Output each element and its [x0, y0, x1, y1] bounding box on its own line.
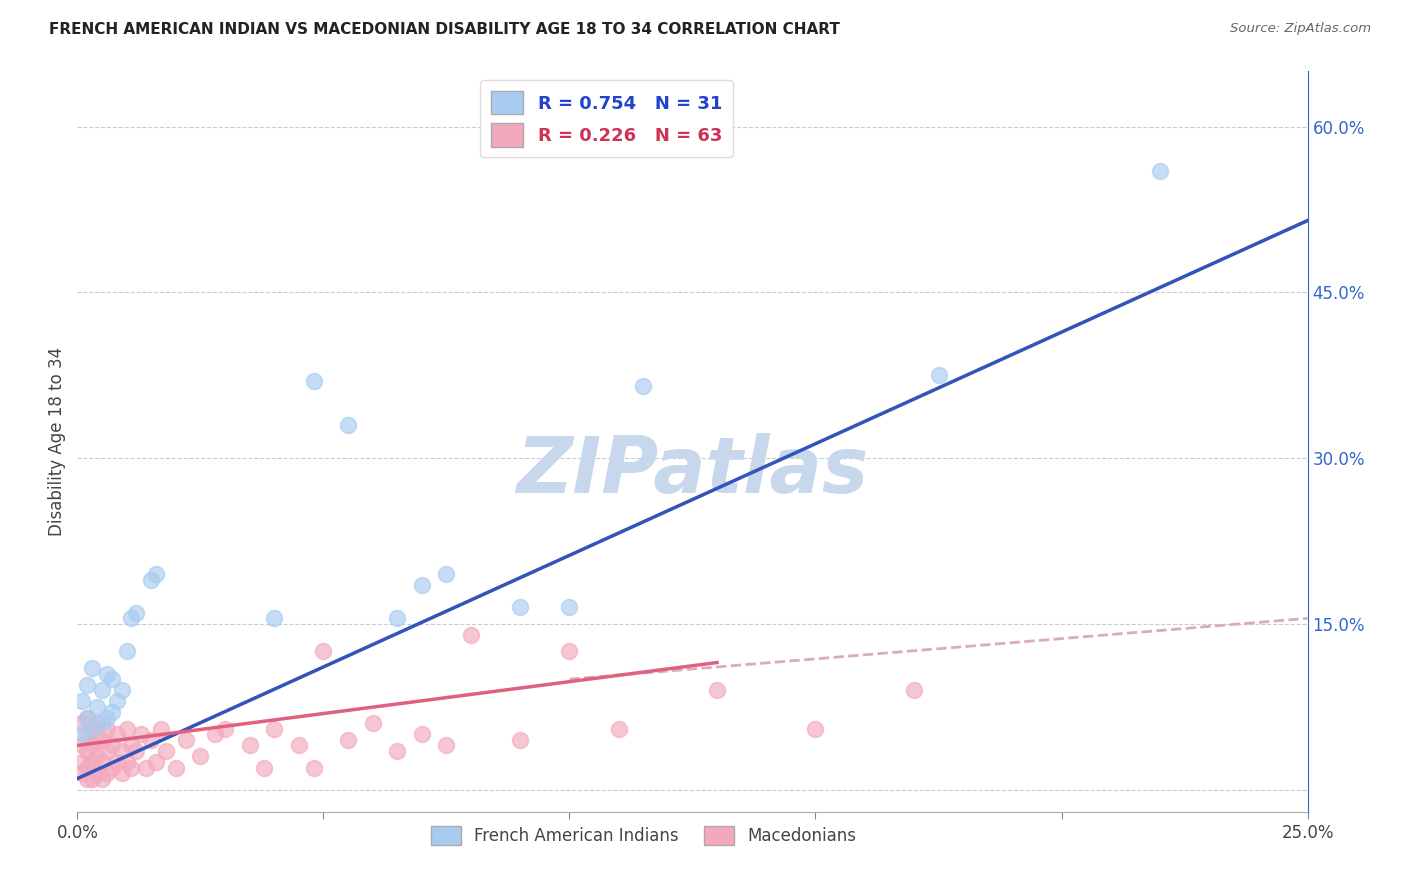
Point [115, 644, 138, 658]
Point [411, 727, 433, 741]
Point [70, 739, 93, 753]
Point [361, 716, 384, 731]
Point [706, 683, 728, 698]
Point [76, 711, 98, 725]
Point [302, 760, 325, 774]
Point [101, 672, 124, 686]
Point [90, 716, 114, 731]
Point [70, 716, 93, 731]
Point [509, 732, 531, 747]
Point [145, 567, 167, 582]
Point [263, 722, 285, 736]
Point [82, 772, 104, 786]
Point [1149, 163, 1171, 178]
Point [141, 732, 163, 747]
Point [76, 760, 98, 774]
Point [82, 739, 104, 753]
Point [96, 666, 118, 681]
Point [105, 727, 128, 741]
Point [903, 683, 925, 698]
Point [96, 766, 118, 780]
Text: ZIPatlas: ZIPatlas [516, 434, 869, 509]
Point [150, 722, 173, 736]
Point [90, 755, 114, 769]
Point [96, 711, 118, 725]
Point [121, 611, 143, 625]
Point [558, 600, 581, 615]
Point [165, 760, 187, 774]
Point [111, 744, 132, 758]
Point [90, 772, 114, 786]
Text: Source: ZipAtlas.com: Source: ZipAtlas.com [1230, 22, 1371, 36]
Point [105, 694, 128, 708]
Point [607, 722, 630, 736]
Point [337, 417, 360, 432]
Point [288, 739, 311, 753]
Point [90, 732, 114, 747]
Point [558, 644, 581, 658]
Point [111, 766, 132, 780]
Point [70, 727, 93, 741]
Point [141, 573, 163, 587]
Point [239, 739, 262, 753]
Point [263, 611, 285, 625]
Point [121, 760, 143, 774]
Point [436, 567, 458, 582]
Point [385, 611, 409, 625]
Point [633, 379, 655, 393]
Point [214, 722, 236, 736]
Point [509, 600, 531, 615]
Point [111, 683, 132, 698]
Point [928, 368, 950, 383]
Point [125, 744, 148, 758]
Point [70, 755, 93, 769]
Point [101, 760, 124, 774]
Point [125, 606, 148, 620]
Point [385, 744, 409, 758]
Point [96, 722, 118, 736]
Point [253, 760, 276, 774]
Point [188, 749, 212, 764]
Point [82, 661, 104, 675]
Point [82, 722, 104, 736]
Point [86, 699, 108, 714]
Point [804, 722, 827, 736]
Point [174, 732, 197, 747]
Point [86, 749, 108, 764]
Point [312, 644, 335, 658]
Point [76, 711, 98, 725]
Point [82, 722, 104, 736]
Point [70, 766, 93, 780]
Point [129, 727, 153, 741]
Point [460, 628, 482, 642]
Y-axis label: Disability Age 18 to 34: Disability Age 18 to 34 [48, 347, 66, 536]
Point [96, 744, 118, 758]
Point [70, 694, 93, 708]
Point [337, 732, 360, 747]
Point [105, 755, 128, 769]
Point [436, 739, 458, 753]
Point [86, 766, 108, 780]
Point [121, 739, 143, 753]
Point [76, 772, 98, 786]
Point [101, 706, 124, 720]
Point [76, 678, 98, 692]
Point [82, 755, 104, 769]
Legend: French American Indians, Macedonians: French American Indians, Macedonians [425, 819, 862, 852]
Point [101, 739, 124, 753]
Text: FRENCH AMERICAN INDIAN VS MACEDONIAN DISABILITY AGE 18 TO 34 CORRELATION CHART: FRENCH AMERICAN INDIAN VS MACEDONIAN DIS… [49, 22, 841, 37]
Point [86, 716, 108, 731]
Point [302, 374, 325, 388]
Point [145, 755, 167, 769]
Point [115, 722, 138, 736]
Point [76, 727, 98, 741]
Point [86, 732, 108, 747]
Point [115, 755, 138, 769]
Point [155, 744, 177, 758]
Point [204, 727, 226, 741]
Point [411, 578, 433, 592]
Point [90, 683, 114, 698]
Point [76, 744, 98, 758]
Point [135, 760, 157, 774]
